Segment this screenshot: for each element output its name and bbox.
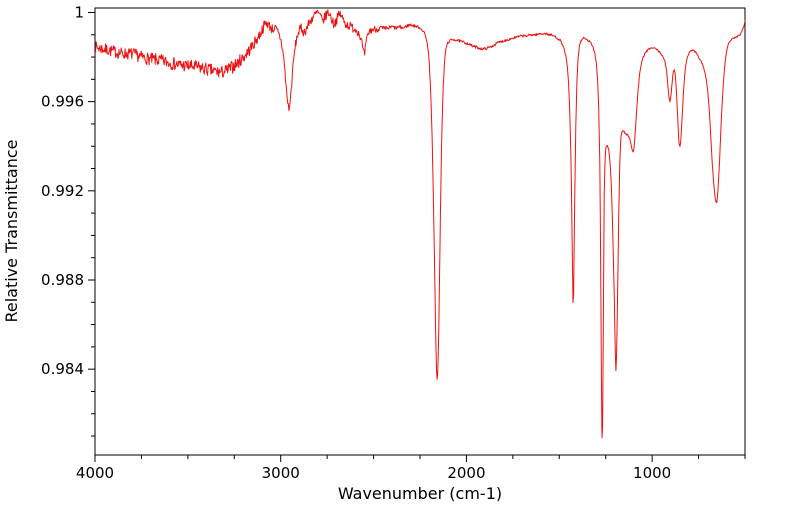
y-tick-label: 0.992 xyxy=(41,182,84,200)
x-tick-label: 1000 xyxy=(633,464,671,482)
x-tick-label: 3000 xyxy=(262,464,300,482)
y-tick-label: 1 xyxy=(74,3,84,21)
x-tick-label: 2000 xyxy=(447,464,485,482)
y-tick-label: 0.996 xyxy=(41,93,84,111)
x-axis-label: Wavenumber (cm-1) xyxy=(338,484,502,503)
spectrum-curve xyxy=(94,9,746,439)
y-tick-label: 0.988 xyxy=(41,271,84,289)
y-axis-label: Relative Transmittance xyxy=(2,139,21,322)
axes: 4000 3000 2000 1000 1 0.996 0.992 0.988 0.984 xyxy=(41,3,746,482)
x-tick-label: 4000 xyxy=(76,464,114,482)
y-tick-label: 0.984 xyxy=(41,360,84,378)
